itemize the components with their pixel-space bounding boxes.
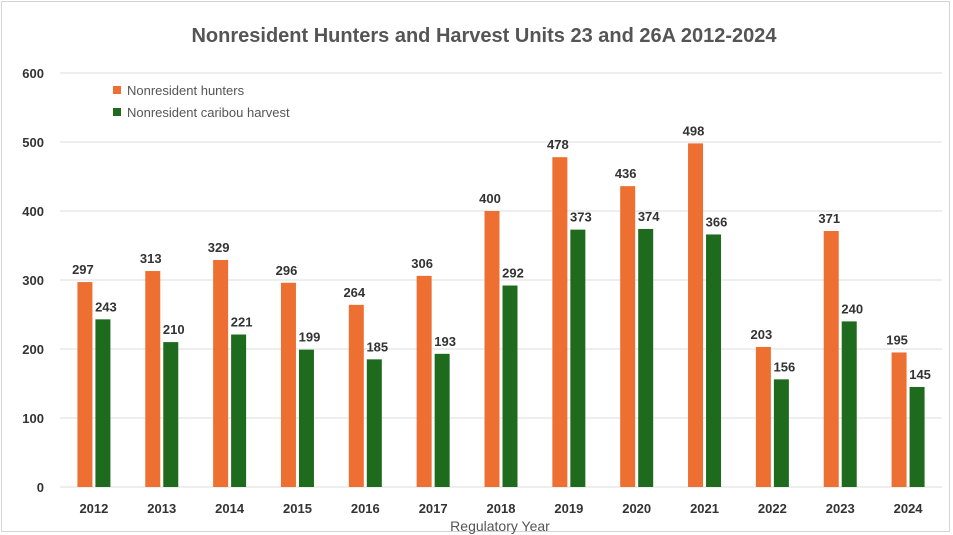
bar-harvest xyxy=(231,334,247,487)
x-tick-label: 2019 xyxy=(554,501,583,516)
bar-harvest xyxy=(706,234,722,487)
bar-hunters xyxy=(348,304,364,487)
x-tick-label: 2015 xyxy=(283,501,312,516)
data-label-hunters: 313 xyxy=(140,251,162,266)
x-tick-label: 2022 xyxy=(758,501,787,516)
data-label-hunters: 296 xyxy=(276,263,298,278)
data-label-hunters: 329 xyxy=(208,240,230,255)
x-tick-label: 2012 xyxy=(79,501,108,516)
data-label-harvest: 156 xyxy=(774,359,796,374)
bar-harvest xyxy=(366,359,382,487)
chart-title: Nonresident Hunters and Harvest Units 23… xyxy=(191,25,777,47)
data-labels: 297 243 313 210 329 221 296 199 264 185 306 193 400 2… xyxy=(72,123,931,382)
bars xyxy=(77,143,925,487)
x-tick-label: 2020 xyxy=(622,501,651,516)
bar-harvest xyxy=(909,386,925,487)
legend-swatch-hunters xyxy=(113,86,121,94)
legend-swatch-harvest xyxy=(113,108,121,116)
x-axis-ticks: 2012 2013 2014 2015 2016 2017 2018 2019 2020 2021… xyxy=(79,501,923,516)
data-label-hunters: 478 xyxy=(547,137,569,152)
data-label-hunters: 297 xyxy=(72,262,94,277)
bar-harvest xyxy=(570,229,586,487)
legend-label-hunters: Nonresident hunters xyxy=(127,83,245,98)
bar-hunters xyxy=(688,143,704,487)
bar-hunters xyxy=(145,271,161,487)
data-label-harvest: 243 xyxy=(95,299,117,314)
y-tick-label: 600 xyxy=(22,66,44,81)
bar-harvest xyxy=(773,379,789,487)
x-tick-label: 2016 xyxy=(351,501,380,516)
bar-harvest xyxy=(163,342,179,487)
x-tick-label: 2021 xyxy=(690,501,719,516)
data-label-hunters: 264 xyxy=(343,285,365,300)
bar-harvest xyxy=(502,285,518,487)
data-label-hunters: 400 xyxy=(479,191,501,206)
data-label-hunters: 436 xyxy=(615,166,637,181)
x-tick-label: 2014 xyxy=(215,501,245,516)
y-tick-label: 400 xyxy=(22,204,44,219)
y-tick-label: 300 xyxy=(22,273,44,288)
y-tick-label: 500 xyxy=(22,135,44,150)
data-label-harvest: 210 xyxy=(163,322,185,337)
bar-harvest xyxy=(298,349,314,487)
y-tick-label: 100 xyxy=(22,411,44,426)
data-label-harvest: 185 xyxy=(366,339,388,354)
x-tick-label: 2017 xyxy=(419,501,448,516)
data-label-harvest: 199 xyxy=(299,330,321,345)
data-label-hunters: 203 xyxy=(751,327,773,342)
bar-harvest xyxy=(434,353,450,487)
y-tick-label: 200 xyxy=(22,342,44,357)
data-label-hunters: 498 xyxy=(683,123,705,138)
bar-harvest xyxy=(841,321,857,487)
bar-hunters xyxy=(280,282,296,487)
data-label-hunters: 371 xyxy=(818,211,840,226)
legend: Nonresident hunters Nonresident caribou … xyxy=(113,83,290,120)
data-label-hunters: 195 xyxy=(886,332,908,347)
bar-hunters xyxy=(416,275,432,487)
x-tick-label: 2018 xyxy=(487,501,516,516)
bar-hunters xyxy=(484,211,500,487)
data-label-harvest: 221 xyxy=(231,315,253,330)
data-label-harvest: 292 xyxy=(502,266,524,281)
bar-hunters xyxy=(823,231,839,487)
data-label-harvest: 374 xyxy=(638,209,660,224)
y-axis-ticks: 0 100 200 300 400 500 600 xyxy=(22,66,44,495)
data-label-harvest: 193 xyxy=(434,334,456,349)
y-tick-label: 0 xyxy=(37,480,44,495)
bar-hunters xyxy=(891,352,907,487)
gridlines xyxy=(60,72,942,488)
bar-hunters xyxy=(620,186,636,487)
bar-hunters xyxy=(552,157,568,487)
bar-harvest xyxy=(95,319,111,487)
bar-hunters xyxy=(213,259,229,487)
x-axis-label: Regulatory Year xyxy=(450,518,550,534)
bar-hunters xyxy=(77,282,93,487)
legend-label-harvest: Nonresident caribou harvest xyxy=(127,105,290,120)
data-label-harvest: 366 xyxy=(706,214,728,229)
x-tick-label: 2023 xyxy=(826,501,855,516)
data-label-hunters: 306 xyxy=(411,256,433,271)
bar-hunters xyxy=(755,346,771,487)
data-label-harvest: 373 xyxy=(570,210,592,225)
data-label-harvest: 240 xyxy=(841,301,863,316)
bar-harvest xyxy=(638,228,654,487)
data-label-harvest: 145 xyxy=(909,367,931,382)
x-tick-label: 2024 xyxy=(894,501,924,516)
x-tick-label: 2013 xyxy=(147,501,176,516)
